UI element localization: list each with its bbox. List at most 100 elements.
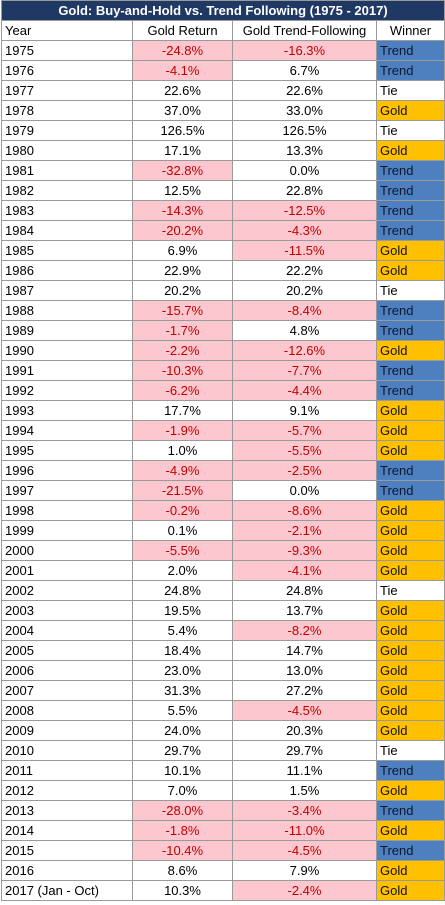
winner-cell: Trend bbox=[376, 360, 445, 381]
gold-return-cell: 31.3% bbox=[132, 680, 233, 701]
trend-following-cell: 0.0% bbox=[232, 160, 377, 181]
trend-following-cell: -4.3% bbox=[232, 220, 377, 241]
gold-return-cell: -1.9% bbox=[132, 420, 233, 441]
gold-return-cell: 10.1% bbox=[132, 760, 233, 781]
trend-following-cell: 7.9% bbox=[232, 860, 377, 881]
table-row: 1998 -0.2% -8.6% Gold bbox=[1, 500, 445, 521]
winner-cell: Gold bbox=[376, 500, 445, 521]
year-cell: 1975 bbox=[1, 40, 133, 61]
gold-return-cell: -0.2% bbox=[132, 500, 233, 521]
gold-return-cell: -10.4% bbox=[132, 840, 233, 861]
year-cell: 1991 bbox=[1, 360, 133, 381]
winner-cell: Tie bbox=[376, 580, 445, 601]
table-row: 1988 -15.7% -8.4% Trend bbox=[1, 300, 445, 321]
table-row: 1996 -4.9% -2.5% Trend bbox=[1, 460, 445, 481]
gold-return-cell: -28.0% bbox=[132, 800, 233, 821]
winner-cell: Tie bbox=[376, 80, 445, 101]
gold-return-cell: 5.4% bbox=[132, 620, 233, 641]
trend-following-cell: 1.5% bbox=[232, 780, 377, 801]
trend-following-cell: -11.5% bbox=[232, 240, 377, 261]
table-row: 1979 126.5% 126.5% Tie bbox=[1, 120, 445, 141]
year-cell: 2008 bbox=[1, 700, 133, 721]
trend-following-cell: 20.3% bbox=[232, 720, 377, 741]
gold-return-cell: 17.7% bbox=[132, 400, 233, 421]
title-row: Gold: Buy-and-Hold vs. Trend Following (… bbox=[1, 0, 445, 21]
gold-return-cell: 10.3% bbox=[132, 880, 233, 901]
table-row: 2011 10.1% 11.1% Trend bbox=[1, 760, 445, 781]
gold-return-cell: -5.5% bbox=[132, 540, 233, 561]
winner-cell: Trend bbox=[376, 800, 445, 821]
trend-following-cell: -4.1% bbox=[232, 560, 377, 581]
gold-return-cell: 2.0% bbox=[132, 560, 233, 581]
table-body: 1975 -24.8% -16.3% Trend 1976 -4.1% 6.7% Trend 1… bbox=[1, 40, 445, 901]
table-row: 2010 29.7% 29.7% Tie bbox=[1, 740, 445, 761]
table-row: 2015 -10.4% -4.5% Trend bbox=[1, 840, 445, 861]
year-cell: 1985 bbox=[1, 240, 133, 261]
gold-return-cell: 1.0% bbox=[132, 440, 233, 461]
winner-cell: Gold bbox=[376, 240, 445, 261]
winner-cell: Tie bbox=[376, 740, 445, 761]
table-row: 2005 18.4% 14.7% Gold bbox=[1, 640, 445, 661]
table-row: 1975 -24.8% -16.3% Trend bbox=[1, 40, 445, 61]
gold-return-cell: 24.0% bbox=[132, 720, 233, 741]
year-cell: 1978 bbox=[1, 100, 133, 121]
table-row: 2008 5.5% -4.5% Gold bbox=[1, 700, 445, 721]
gold-return-cell: 17.1% bbox=[132, 140, 233, 161]
trend-following-cell: -11.0% bbox=[232, 820, 377, 841]
table-row: 2014 -1.8% -11.0% Gold bbox=[1, 820, 445, 841]
year-cell: 2013 bbox=[1, 800, 133, 821]
table-row: 1986 22.9% 22.2% Gold bbox=[1, 260, 445, 281]
year-cell: 2014 bbox=[1, 820, 133, 841]
winner-cell: Gold bbox=[376, 520, 445, 541]
year-cell: 1997 bbox=[1, 480, 133, 501]
trend-following-cell: -8.6% bbox=[232, 500, 377, 521]
year-cell: 2001 bbox=[1, 560, 133, 581]
winner-cell: Gold bbox=[376, 560, 445, 581]
winner-cell: Tie bbox=[376, 280, 445, 301]
table-row: 2017 (Jan - Oct) 10.3% -2.4% Gold bbox=[1, 880, 445, 901]
winner-cell: Gold bbox=[376, 660, 445, 681]
gold-return-cell: 37.0% bbox=[132, 100, 233, 121]
trend-following-cell: -8.4% bbox=[232, 300, 377, 321]
table-row: 1997 -21.5% 0.0% Trend bbox=[1, 480, 445, 501]
year-cell: 1990 bbox=[1, 340, 133, 361]
year-cell: 1980 bbox=[1, 140, 133, 161]
table-row: 1992 -6.2% -4.4% Trend bbox=[1, 380, 445, 401]
winner-cell: Gold bbox=[376, 600, 445, 621]
trend-following-cell: 20.2% bbox=[232, 280, 377, 301]
year-cell: 2009 bbox=[1, 720, 133, 741]
trend-following-cell: -9.3% bbox=[232, 540, 377, 561]
gold-return-cell: 5.5% bbox=[132, 700, 233, 721]
table-row: 1976 -4.1% 6.7% Trend bbox=[1, 60, 445, 81]
trend-following-cell: 4.8% bbox=[232, 320, 377, 341]
year-cell: 2005 bbox=[1, 640, 133, 661]
trend-following-cell: -3.4% bbox=[232, 800, 377, 821]
year-cell: 1986 bbox=[1, 260, 133, 281]
trend-following-cell: -2.5% bbox=[232, 460, 377, 481]
winner-cell: Trend bbox=[376, 200, 445, 221]
gold-return-cell: -6.2% bbox=[132, 380, 233, 401]
table-row: 2009 24.0% 20.3% Gold bbox=[1, 720, 445, 741]
year-cell: 1989 bbox=[1, 320, 133, 341]
winner-cell: Gold bbox=[376, 860, 445, 881]
trend-following-cell: 9.1% bbox=[232, 400, 377, 421]
year-cell: 1976 bbox=[1, 60, 133, 81]
trend-following-cell: 27.2% bbox=[232, 680, 377, 701]
gold-return-cell: 22.6% bbox=[132, 80, 233, 101]
table-row: 1981 -32.8% 0.0% Trend bbox=[1, 160, 445, 181]
year-cell: 2007 bbox=[1, 680, 133, 701]
gold-return-cell: 8.6% bbox=[132, 860, 233, 881]
header-gold-return: Gold Return bbox=[132, 20, 233, 41]
winner-cell: Gold bbox=[376, 780, 445, 801]
year-cell: 1994 bbox=[1, 420, 133, 441]
winner-cell: Gold bbox=[376, 440, 445, 461]
header-winner: Winner bbox=[376, 20, 445, 41]
gold-return-cell: -1.7% bbox=[132, 320, 233, 341]
year-cell: 1988 bbox=[1, 300, 133, 321]
table-row: 1991 -10.3% -7.7% Trend bbox=[1, 360, 445, 381]
winner-cell: Gold bbox=[376, 620, 445, 641]
trend-following-cell: -2.1% bbox=[232, 520, 377, 541]
gold-return-cell: -21.5% bbox=[132, 480, 233, 501]
winner-cell: Gold bbox=[376, 700, 445, 721]
